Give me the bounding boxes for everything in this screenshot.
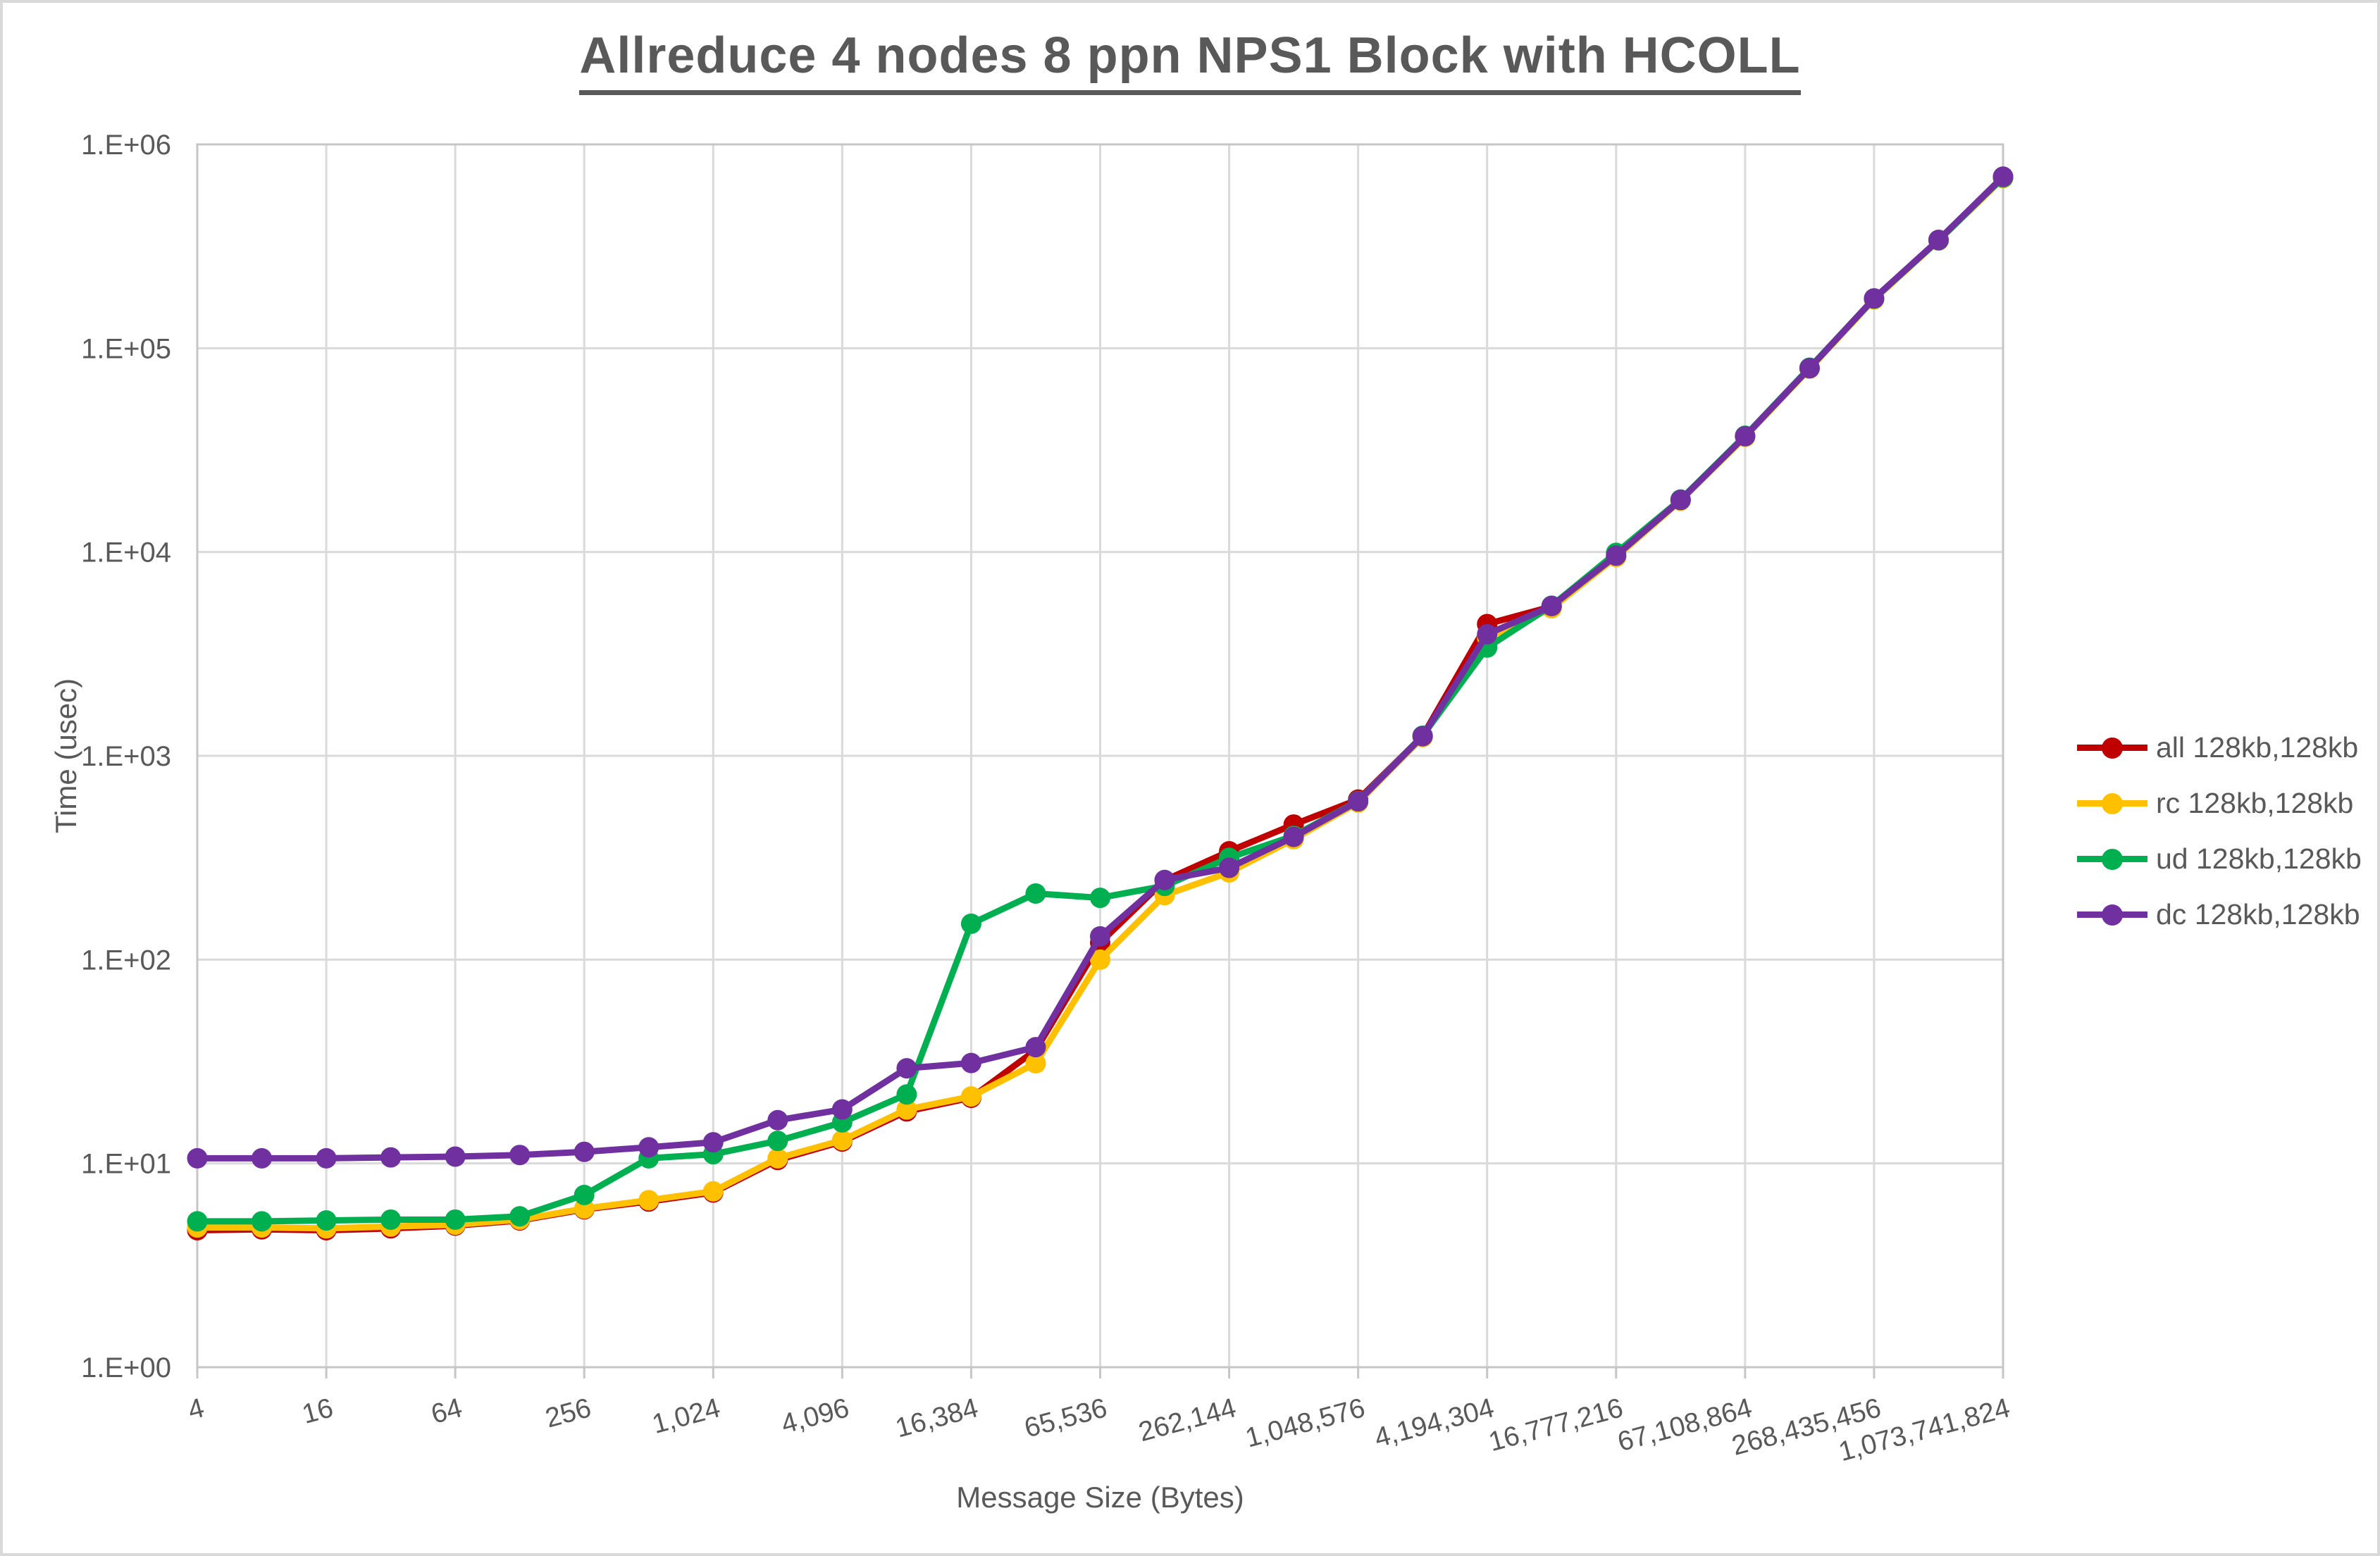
x-tick-label: 1,048,576 [1242, 1393, 1368, 1453]
y-tick-label: 1.E+00 [81, 1352, 171, 1383]
data-point[interactable] [767, 1109, 788, 1131]
data-point[interactable] [380, 1209, 402, 1230]
x-tick-label: 1,024 [649, 1393, 723, 1440]
plot-frame [196, 143, 2004, 1369]
data-point[interactable] [831, 1130, 853, 1151]
data-point[interactable] [767, 1147, 788, 1169]
data-point[interactable] [252, 1147, 273, 1169]
y-tick-label: 1.E+02 [81, 945, 171, 976]
legend-item-all[interactable]: all 128kb,128kb [2077, 720, 2373, 776]
data-point[interactable] [702, 1181, 724, 1202]
legend-label: rc 128kb,128kb [2156, 787, 2354, 819]
data-point[interactable] [187, 1147, 208, 1169]
data-point[interactable] [1735, 425, 1756, 447]
data-point[interactable] [1154, 869, 1175, 890]
data-point[interactable] [1799, 358, 1820, 379]
data-point[interactable] [831, 1099, 853, 1120]
data-point[interactable] [316, 1210, 337, 1231]
data-point[interactable] [896, 1099, 917, 1120]
data-point[interactable] [509, 1145, 531, 1166]
data-point[interactable] [1025, 1052, 1046, 1073]
x-axis-title: Message Size (Bytes) [956, 1481, 1244, 1514]
y-tick-label: 1.E+03 [81, 741, 171, 772]
legend-item-rc[interactable]: rc 128kb,128kb [2077, 776, 2373, 831]
legend-dot-icon [2102, 904, 2123, 926]
x-tick-label: 4 [185, 1393, 207, 1426]
x-tick-label: 262,144 [1136, 1393, 1239, 1448]
data-point[interactable] [1606, 545, 1627, 566]
legend-line-marker-dc [2077, 904, 2147, 926]
legend-line-marker-ud [2077, 848, 2147, 870]
x-tick-label: 4,194,304 [1371, 1393, 1497, 1453]
data-point[interactable] [445, 1146, 466, 1167]
x-tick-label: 4,096 [778, 1393, 852, 1440]
x-tick-label: 16,384 [892, 1393, 981, 1443]
data-point[interactable] [638, 1137, 659, 1158]
y-axis-title: Time (usec) [49, 678, 82, 833]
data-point[interactable] [1477, 623, 1498, 645]
data-point[interactable] [1090, 949, 1110, 970]
data-point[interactable] [1412, 726, 1433, 747]
legend-label: ud 128kb,128kb [2156, 842, 2362, 875]
data-point[interactable] [187, 1211, 208, 1232]
legend-dot-icon [2102, 848, 2123, 870]
x-tick-label: 65,536 [1021, 1393, 1110, 1443]
data-point[interactable] [1928, 230, 1949, 251]
x-tick-label: 16 [299, 1393, 336, 1430]
y-tick-label: 1.E+01 [81, 1149, 171, 1180]
y-tick-label: 1.E+06 [81, 130, 171, 161]
legend-item-dc[interactable]: dc 128kb,128kb [2077, 887, 2373, 942]
legend-line-marker-rc [2077, 792, 2147, 814]
data-point[interactable] [896, 1084, 917, 1105]
data-point[interactable] [1025, 883, 1046, 904]
legend-dot-icon [2102, 737, 2123, 759]
data-point[interactable] [960, 913, 981, 934]
data-point[interactable] [574, 1141, 595, 1162]
data-point[interactable] [960, 1052, 981, 1073]
data-point[interactable] [1541, 595, 1562, 616]
y-tick-label: 1.E+04 [81, 537, 171, 568]
data-point[interactable] [960, 1086, 981, 1107]
data-point[interactable] [702, 1132, 724, 1153]
chart-title-text: Allreduce 4 nodes 8 ppn NPS1 Block with … [579, 27, 1801, 95]
data-point[interactable] [1864, 288, 1885, 309]
data-point[interactable] [574, 1184, 595, 1205]
legend-item-ud[interactable]: ud 128kb,128kb [2077, 831, 2373, 887]
data-point[interactable] [1992, 166, 2014, 187]
data-point[interactable] [1090, 888, 1110, 909]
data-point[interactable] [1219, 857, 1240, 878]
data-point[interactable] [1348, 791, 1369, 812]
legend-dot-icon [2102, 792, 2123, 814]
legend-label: all 128kb,128kb [2156, 731, 2359, 764]
chart-title: Allreduce 4 nodes 8 ppn NPS1 Block with … [0, 27, 2380, 95]
data-point[interactable] [1025, 1037, 1046, 1058]
data-point[interactable] [896, 1058, 917, 1079]
data-point[interactable] [767, 1131, 788, 1152]
x-tick-label: 64 [428, 1393, 465, 1430]
data-point[interactable] [252, 1211, 273, 1232]
legend-label: dc 128kb,128kb [2156, 898, 2360, 931]
data-point[interactable] [1283, 826, 1304, 847]
x-tick-label: 16,777,216 [1485, 1393, 1626, 1457]
y-tick-label: 1.E+05 [81, 333, 171, 364]
legend: all 128kb,128kb rc 128kb,128kb ud 128kb,… [2077, 720, 2373, 942]
x-tick-label: 256 [543, 1393, 595, 1433]
data-point[interactable] [316, 1147, 337, 1169]
data-point[interactable] [509, 1206, 531, 1227]
legend-line-marker-all [2077, 737, 2147, 759]
data-point[interactable] [1090, 926, 1110, 947]
data-point[interactable] [380, 1147, 402, 1168]
data-point[interactable] [1670, 490, 1691, 511]
data-point[interactable] [445, 1209, 466, 1230]
data-point[interactable] [638, 1190, 659, 1211]
